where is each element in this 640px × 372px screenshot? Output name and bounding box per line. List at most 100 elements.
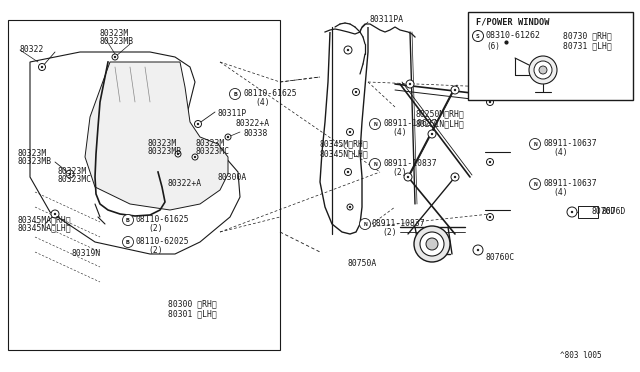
Circle shape bbox=[353, 89, 360, 96]
Circle shape bbox=[472, 31, 483, 42]
Text: 80300 〈RH〉: 80300 〈RH〉 bbox=[168, 299, 217, 308]
Circle shape bbox=[409, 83, 412, 85]
Circle shape bbox=[539, 66, 547, 74]
Text: F/POWER WINDOW: F/POWER WINDOW bbox=[476, 17, 550, 26]
Circle shape bbox=[51, 210, 59, 218]
Circle shape bbox=[54, 213, 56, 215]
Circle shape bbox=[567, 207, 577, 217]
Circle shape bbox=[451, 173, 459, 181]
Circle shape bbox=[529, 56, 557, 84]
Circle shape bbox=[426, 238, 438, 250]
Text: 80750A: 80750A bbox=[348, 260, 377, 269]
Text: (4): (4) bbox=[392, 128, 406, 138]
Circle shape bbox=[347, 204, 353, 210]
Circle shape bbox=[431, 133, 433, 135]
Circle shape bbox=[486, 214, 493, 221]
Circle shape bbox=[197, 123, 199, 125]
Text: N: N bbox=[373, 122, 377, 126]
Text: 80730 〈RH〉: 80730 〈RH〉 bbox=[563, 32, 612, 41]
Text: 80338: 80338 bbox=[243, 129, 268, 138]
Text: 80345N〈LH〉: 80345N〈LH〉 bbox=[320, 150, 369, 158]
Text: 80311P: 80311P bbox=[218, 109, 247, 119]
Circle shape bbox=[454, 89, 456, 91]
Bar bbox=[8, 20, 280, 350]
Circle shape bbox=[369, 158, 381, 170]
Text: (2): (2) bbox=[382, 228, 397, 237]
Circle shape bbox=[414, 226, 450, 262]
Text: (4): (4) bbox=[508, 68, 523, 77]
Text: 8076D: 8076D bbox=[602, 208, 627, 217]
Text: 08911-10637: 08911-10637 bbox=[543, 180, 596, 189]
Circle shape bbox=[230, 89, 241, 99]
Text: 80323M: 80323M bbox=[58, 167, 87, 176]
Circle shape bbox=[428, 130, 436, 138]
Circle shape bbox=[69, 173, 71, 175]
Text: B: B bbox=[126, 218, 130, 222]
Circle shape bbox=[512, 63, 518, 69]
Circle shape bbox=[192, 154, 198, 160]
Circle shape bbox=[194, 156, 196, 158]
Circle shape bbox=[529, 179, 541, 189]
Text: 08310-61262: 08310-61262 bbox=[486, 32, 541, 41]
Circle shape bbox=[369, 119, 381, 129]
Text: 08911-10837: 08911-10837 bbox=[372, 219, 426, 228]
Bar bbox=[578, 206, 598, 218]
Text: 80323MB: 80323MB bbox=[148, 148, 182, 157]
Text: 80345M〈RH〉: 80345M〈RH〉 bbox=[320, 140, 369, 148]
Text: N: N bbox=[533, 182, 537, 186]
Text: 80311PA: 80311PA bbox=[370, 16, 404, 25]
Text: (4): (4) bbox=[553, 148, 568, 157]
Circle shape bbox=[420, 232, 444, 256]
Text: 80322+A: 80322+A bbox=[235, 119, 269, 128]
Text: 80322+A: 80322+A bbox=[168, 180, 202, 189]
Text: 08911-10637: 08911-10637 bbox=[543, 140, 596, 148]
Circle shape bbox=[122, 215, 134, 225]
Text: 80319N: 80319N bbox=[72, 250, 101, 259]
Circle shape bbox=[489, 161, 492, 163]
Circle shape bbox=[534, 61, 552, 79]
Text: (2): (2) bbox=[148, 247, 163, 256]
Text: 80323M: 80323M bbox=[195, 140, 224, 148]
Text: 80301 〈LH〉: 80301 〈LH〉 bbox=[168, 310, 217, 318]
Circle shape bbox=[177, 153, 179, 155]
Circle shape bbox=[347, 171, 349, 173]
Circle shape bbox=[41, 66, 44, 68]
Circle shape bbox=[346, 128, 353, 135]
Polygon shape bbox=[85, 62, 228, 210]
Text: 08110-61625: 08110-61625 bbox=[136, 215, 189, 224]
Text: 80323M: 80323M bbox=[18, 150, 47, 158]
Circle shape bbox=[486, 58, 497, 70]
Text: N: N bbox=[373, 161, 377, 167]
Text: 08110-61625: 08110-61625 bbox=[243, 90, 296, 99]
Circle shape bbox=[489, 101, 492, 103]
Circle shape bbox=[349, 206, 351, 208]
Text: 80323MB: 80323MB bbox=[100, 38, 134, 46]
Text: (4): (4) bbox=[255, 99, 269, 108]
Circle shape bbox=[175, 151, 181, 157]
Circle shape bbox=[477, 249, 479, 251]
Text: S: S bbox=[476, 33, 480, 38]
Text: (4): (4) bbox=[553, 189, 568, 198]
Circle shape bbox=[486, 99, 493, 106]
Text: (2): (2) bbox=[148, 224, 163, 234]
Circle shape bbox=[66, 170, 74, 178]
Circle shape bbox=[122, 237, 134, 247]
Text: ^803 l005: ^803 l005 bbox=[560, 351, 602, 360]
Circle shape bbox=[473, 245, 483, 255]
Text: 80731 〈LH〉: 80731 〈LH〉 bbox=[563, 42, 612, 51]
Circle shape bbox=[486, 158, 493, 166]
Text: 08911-10837: 08911-10837 bbox=[500, 60, 554, 68]
Text: 80300A: 80300A bbox=[218, 173, 247, 182]
Circle shape bbox=[344, 169, 351, 176]
Text: 80251N〈LH〉: 80251N〈LH〉 bbox=[415, 119, 464, 128]
Circle shape bbox=[529, 138, 541, 150]
Text: N: N bbox=[363, 221, 367, 227]
Circle shape bbox=[344, 46, 352, 54]
Circle shape bbox=[112, 54, 118, 60]
Text: 80322: 80322 bbox=[20, 45, 44, 55]
Circle shape bbox=[355, 91, 357, 93]
Text: 80323MC: 80323MC bbox=[195, 148, 229, 157]
Text: (6): (6) bbox=[486, 42, 500, 51]
Text: 80345NA〈LH〉: 80345NA〈LH〉 bbox=[18, 224, 72, 232]
Circle shape bbox=[454, 176, 456, 178]
